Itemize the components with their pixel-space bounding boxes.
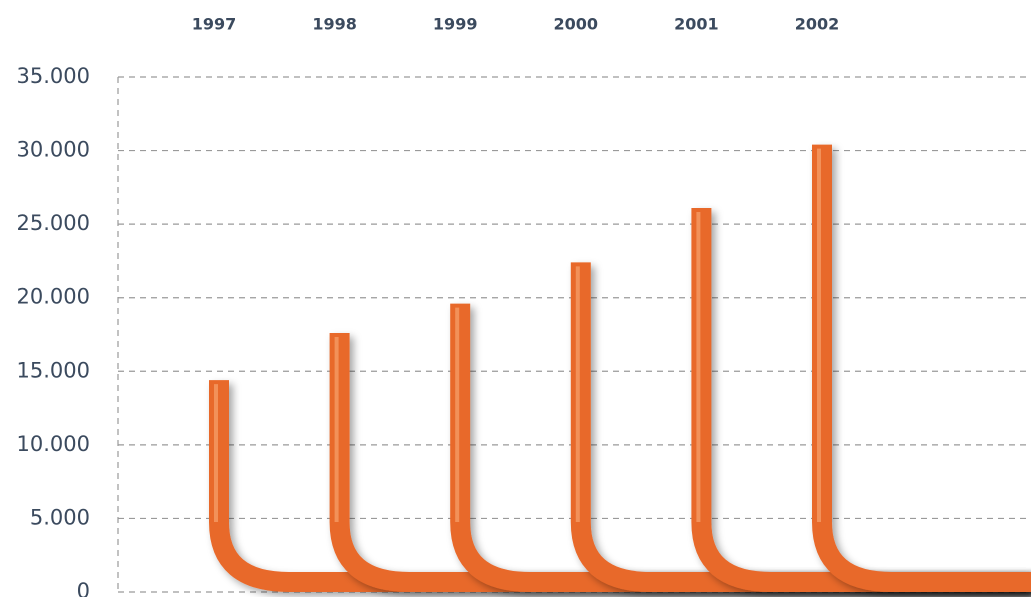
y-tick-label: 25.000 — [17, 211, 90, 235]
y-tick-label: 20.000 — [17, 285, 90, 309]
pipe-bar — [329, 333, 1031, 592]
y-tick-label: 0 — [77, 579, 90, 597]
pipe-bar — [691, 207, 1031, 592]
pipe-bar — [209, 380, 1031, 592]
x-category-label: 1998 — [312, 15, 357, 34]
x-category-label: 2002 — [795, 15, 840, 34]
y-tick-label: 10.000 — [17, 432, 90, 456]
x-category-label: 2000 — [554, 15, 599, 34]
x-category-label: 2001 — [674, 15, 719, 34]
pipe-bar — [812, 144, 1031, 592]
x-category-label: 1999 — [433, 15, 478, 34]
pipe-bar — [450, 303, 1031, 592]
pipe-bar — [570, 262, 1031, 592]
x-category-label: 1997 — [192, 15, 237, 34]
y-tick-label: 30.000 — [17, 138, 90, 162]
y-tick-label: 15.000 — [17, 358, 90, 382]
y-tick-label: 35.000 — [17, 64, 90, 88]
y-tick-label: 5.000 — [30, 505, 90, 529]
